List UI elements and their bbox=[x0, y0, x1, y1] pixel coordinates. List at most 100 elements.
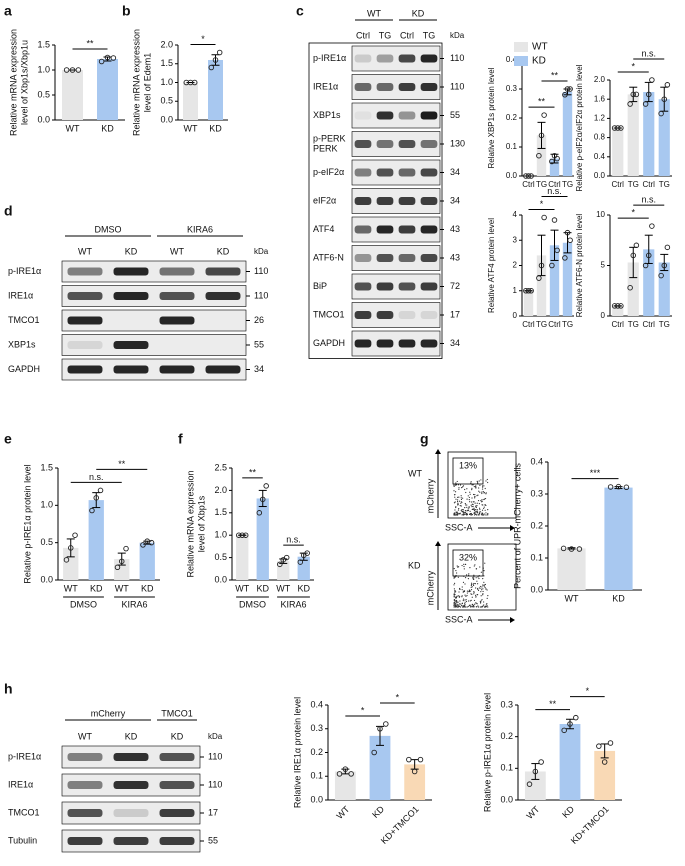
bar bbox=[236, 535, 249, 580]
y-axis-label: level of Xbp1s/Xbp1u bbox=[19, 40, 29, 125]
event-dot bbox=[482, 588, 484, 590]
event-dot bbox=[487, 508, 489, 511]
arrow bbox=[510, 525, 515, 531]
band bbox=[420, 83, 438, 91]
x-tick-label: TG bbox=[562, 320, 573, 329]
event-dot bbox=[460, 497, 462, 499]
event-dot bbox=[473, 565, 475, 567]
event-dot bbox=[462, 509, 464, 511]
bar bbox=[612, 128, 624, 176]
x-tick-label: TG bbox=[659, 320, 670, 329]
event-dot bbox=[474, 511, 476, 513]
event-dot bbox=[484, 605, 487, 607]
data-point bbox=[140, 542, 146, 548]
event-dot bbox=[473, 599, 476, 602]
event-dot bbox=[480, 500, 482, 502]
gate bbox=[452, 549, 484, 577]
band bbox=[67, 753, 103, 761]
event-dot bbox=[474, 496, 476, 498]
event-dot bbox=[478, 514, 480, 516]
event-dot bbox=[479, 511, 482, 513]
arrow bbox=[435, 541, 441, 546]
band bbox=[354, 254, 372, 262]
band bbox=[159, 267, 195, 276]
event-dot bbox=[486, 597, 488, 599]
row-label: WT bbox=[408, 468, 422, 478]
y-tick-label: 0.2 bbox=[500, 731, 513, 741]
event-dot bbox=[458, 513, 460, 515]
event-dot bbox=[486, 589, 488, 591]
event-dot bbox=[472, 606, 474, 608]
significance-label: n.s. bbox=[547, 186, 562, 196]
bar bbox=[97, 59, 118, 120]
event-dot bbox=[461, 586, 463, 588]
event-dot bbox=[457, 606, 459, 608]
y-tick-label: 1 bbox=[513, 286, 518, 295]
event-dot bbox=[456, 602, 458, 604]
band bbox=[354, 140, 372, 148]
significance-label: * bbox=[201, 34, 205, 44]
event-dot bbox=[461, 486, 464, 488]
y-tick-label: 5 bbox=[601, 261, 606, 270]
y-tick-label: 2.0 bbox=[594, 75, 606, 84]
bar bbox=[62, 70, 83, 120]
event-dot bbox=[453, 606, 455, 608]
event-dot bbox=[466, 590, 469, 592]
event-dot bbox=[485, 504, 487, 507]
event-dot bbox=[481, 500, 483, 502]
event-dot bbox=[475, 486, 477, 489]
band bbox=[420, 140, 438, 148]
row-label: IRE1α bbox=[8, 290, 33, 300]
event-dot bbox=[482, 590, 484, 593]
kda-label: kDa bbox=[208, 732, 223, 741]
data-point bbox=[63, 67, 70, 73]
data-point bbox=[236, 532, 242, 538]
event-dot bbox=[462, 581, 465, 583]
y-tick-label: 2.0 bbox=[214, 485, 227, 495]
y-tick-label: 2.0 bbox=[160, 39, 173, 49]
x-tick-label: Ctrl bbox=[643, 180, 656, 189]
y-tick-label: 0.1 bbox=[530, 552, 543, 562]
group-label: TMCO1 bbox=[161, 708, 193, 718]
event-dot bbox=[483, 584, 485, 586]
row-label: p-IRE1α bbox=[313, 53, 346, 63]
event-dot bbox=[460, 498, 463, 501]
y-tick-label: 0.3 bbox=[530, 488, 543, 498]
y-tick-label: 0.0 bbox=[40, 574, 53, 584]
event-dot bbox=[458, 500, 461, 502]
y-tick-label: 1.0 bbox=[160, 77, 173, 87]
y-tick-label: 0.0 bbox=[506, 171, 518, 180]
band bbox=[398, 54, 416, 63]
band bbox=[113, 753, 149, 761]
event-dot bbox=[482, 486, 484, 488]
event-dot bbox=[479, 484, 481, 486]
event-dot bbox=[478, 480, 480, 482]
group-label: KD bbox=[412, 8, 425, 18]
data-point bbox=[283, 554, 290, 561]
lane-label: WT bbox=[170, 246, 184, 256]
event-dot bbox=[453, 599, 455, 602]
event-dot bbox=[461, 606, 464, 608]
band bbox=[398, 282, 416, 291]
x-tick-label: TG bbox=[659, 180, 670, 189]
band bbox=[113, 292, 149, 300]
significance-label: ** bbox=[551, 70, 559, 80]
band bbox=[398, 140, 416, 148]
bar bbox=[88, 500, 104, 580]
event-dot bbox=[453, 598, 455, 601]
band bbox=[420, 111, 438, 120]
event-dot bbox=[477, 605, 479, 607]
band bbox=[420, 282, 438, 291]
event-dot bbox=[456, 500, 459, 503]
event-dot bbox=[471, 487, 473, 489]
band bbox=[354, 311, 372, 319]
row-label: IRE1α bbox=[8, 779, 33, 789]
event-dot bbox=[474, 494, 476, 496]
event-dot bbox=[457, 509, 460, 511]
event-dot bbox=[473, 485, 475, 488]
band bbox=[376, 54, 394, 63]
data-point bbox=[123, 545, 129, 552]
event-dot bbox=[474, 583, 476, 585]
event-dot bbox=[456, 480, 458, 483]
event-dot bbox=[476, 514, 478, 516]
